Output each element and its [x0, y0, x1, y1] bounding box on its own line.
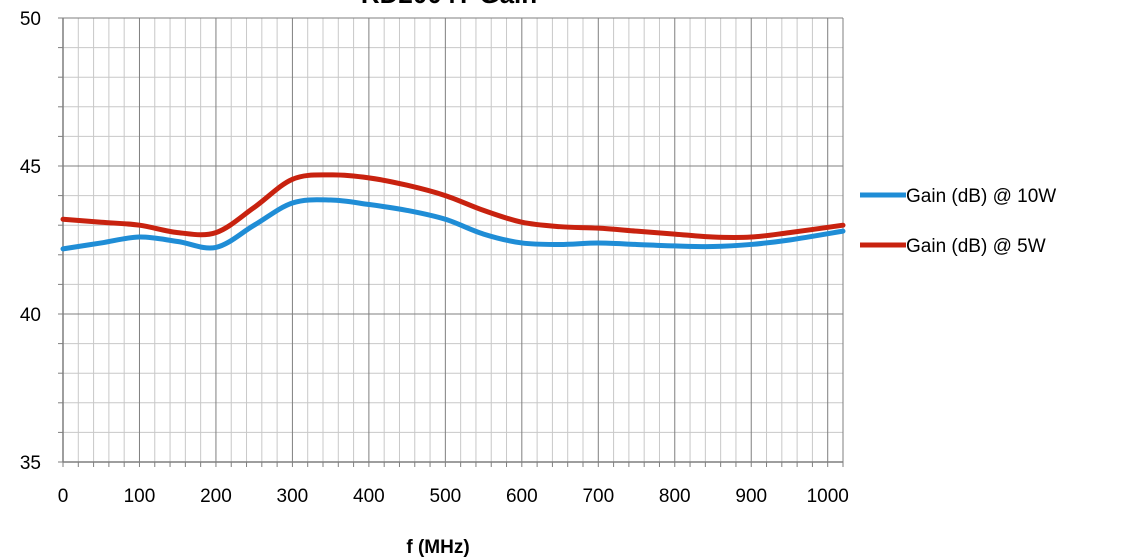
y-tick-label: 50	[20, 9, 41, 30]
x-tick-label: 200	[200, 486, 232, 507]
x-tick-label: 100	[124, 486, 156, 507]
x-tick-label: 500	[430, 486, 462, 507]
axes	[58, 17, 844, 467]
x-tick-label: 1000	[807, 486, 849, 507]
chart-title: RD2004? Gain	[361, 0, 537, 9]
y-tick-label: 35	[20, 453, 41, 474]
series-line-10w	[60, 197, 846, 252]
legend: Gain (dB) @ 10W Gain (dB) @ 5W	[860, 186, 1056, 257]
x-tick-label: 800	[659, 486, 691, 507]
legend-label: Gain (dB) @ 5W	[906, 236, 1046, 257]
x-tick-label: 900	[735, 486, 767, 507]
y-tick-label: 45	[20, 157, 41, 178]
x-tick-label: 400	[353, 486, 385, 507]
y-tick-label: 40	[20, 305, 41, 326]
x-tick-label: 300	[277, 486, 309, 507]
x-tick-label: 600	[506, 486, 538, 507]
x-axis-label: f (MHz)	[406, 537, 469, 558]
legend-label: Gain (dB) @ 10W	[906, 186, 1056, 207]
x-tick-label: 0	[58, 486, 69, 507]
tick-labels: 0 100 200 300 400 500 600 700 800 900 1000 35 40 45 50	[20, 9, 849, 507]
series-line-5w	[60, 172, 846, 241]
grid	[63, 17, 843, 462]
series-lines	[60, 172, 846, 252]
x-tick-label: 700	[582, 486, 614, 507]
